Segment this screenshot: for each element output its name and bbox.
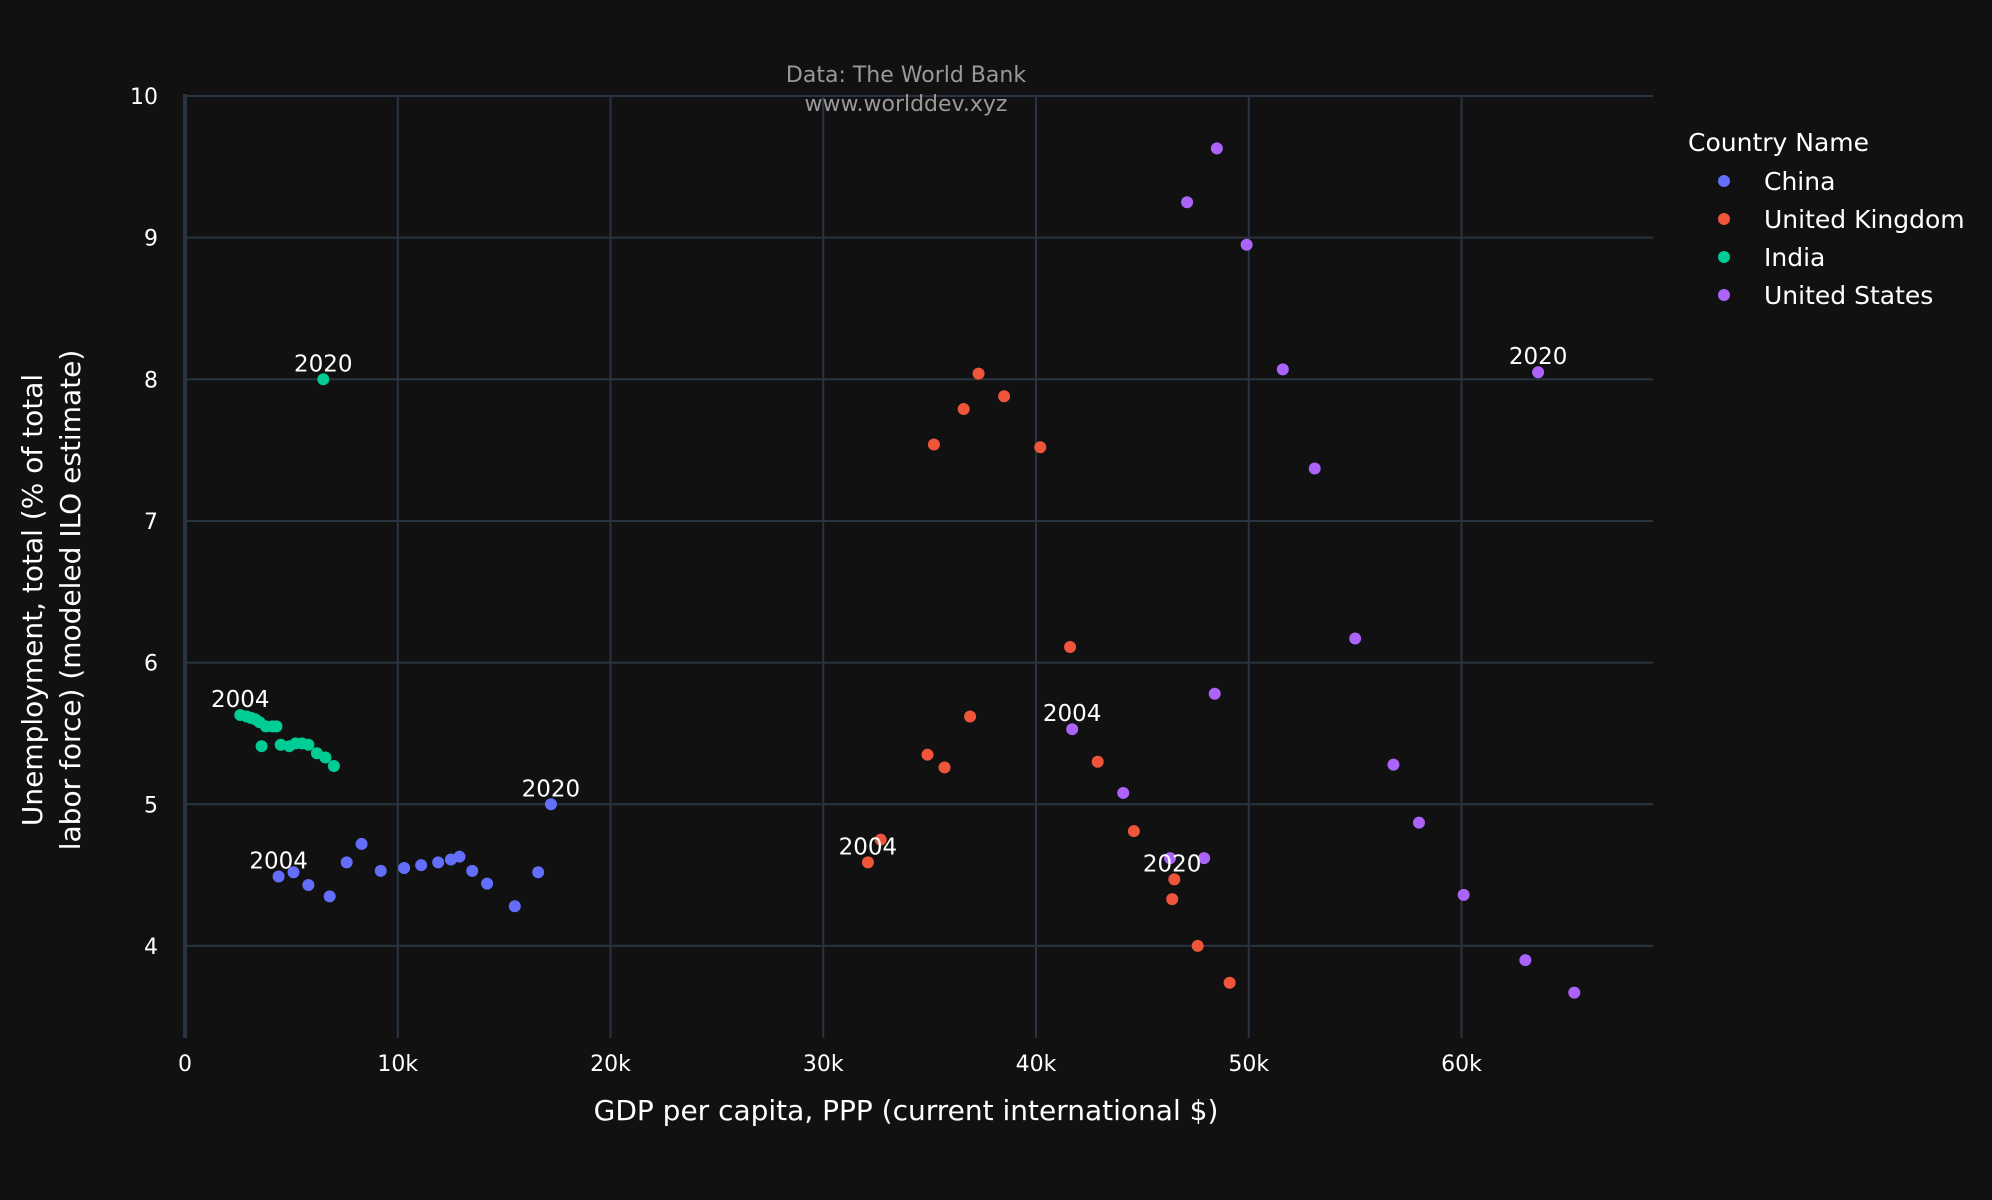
annotations: 2004 2020 2004 2020 2004 2020 2004 2020 — [211, 344, 1567, 877]
data-point — [1387, 758, 1400, 771]
axes: 0 10k 20k 30k 40k 50k 60k 4 5 6 7 8 9 10 — [130, 85, 1482, 1077]
legend-item-label: India — [1764, 243, 1825, 272]
data-point — [1349, 632, 1362, 645]
data-point — [317, 373, 330, 386]
data-points — [234, 142, 1581, 999]
x-tick-label: 50k — [1228, 1052, 1269, 1077]
data-point — [327, 760, 340, 773]
data-point — [1168, 873, 1181, 886]
y-tick-label: 5 — [144, 793, 158, 818]
data-point — [1210, 142, 1223, 155]
data-point — [1457, 888, 1470, 901]
data-point — [481, 877, 494, 890]
data-point — [355, 837, 368, 850]
grid-lines — [183, 94, 1653, 1038]
data-point — [1208, 687, 1221, 700]
data-point — [927, 438, 940, 451]
source-line-2: www.worlddev.xyz — [805, 92, 1008, 117]
x-tick-label: 60k — [1441, 1052, 1482, 1077]
data-point — [1198, 852, 1211, 865]
data-point — [1091, 755, 1104, 768]
data-point — [302, 879, 315, 892]
data-point — [1412, 816, 1425, 829]
year-annotation: 2020 — [294, 351, 353, 377]
data-point — [270, 720, 283, 733]
data-point — [1066, 723, 1079, 736]
data-point — [1064, 641, 1077, 654]
legend-marker — [1718, 251, 1730, 263]
legend-item-label: United Kingdom — [1764, 205, 1965, 234]
data-point — [453, 850, 466, 863]
year-annotation: 2020 — [1509, 344, 1568, 370]
data-point — [374, 864, 387, 877]
data-point — [874, 833, 887, 846]
year-annotation: 2004 — [1043, 701, 1102, 727]
data-point — [1034, 441, 1047, 454]
data-point — [1117, 786, 1130, 799]
data-point — [957, 403, 970, 416]
data-point — [964, 710, 977, 723]
y-axis-title-line-1: Unemployment, total (% of total — [16, 374, 49, 826]
year-annotation: 2020 — [522, 776, 581, 802]
legend: Country Name China United Kingdom India Uni… — [1688, 128, 1965, 310]
y-tick-label: 9 — [144, 227, 158, 252]
data-point — [1308, 462, 1321, 475]
data-point — [302, 738, 315, 751]
data-point — [1223, 976, 1236, 989]
data-point — [508, 900, 521, 913]
data-point — [323, 890, 336, 903]
data-point — [861, 856, 874, 869]
data-point — [1568, 986, 1581, 999]
data-point — [544, 798, 557, 811]
x-tick-label: 20k — [590, 1052, 631, 1077]
x-tick-label: 0 — [178, 1052, 192, 1077]
legend-marker — [1718, 289, 1730, 301]
data-point — [998, 390, 1011, 403]
year-annotation: 2020 — [1143, 851, 1202, 877]
data-point — [272, 870, 285, 883]
data-point — [1191, 939, 1204, 952]
data-point — [319, 751, 332, 764]
data-point — [398, 862, 411, 875]
legend-title: Country Name — [1688, 128, 1869, 157]
legend-item-label: United States — [1764, 281, 1933, 310]
data-point — [255, 740, 268, 753]
y-tick-label: 8 — [144, 368, 158, 393]
data-point — [415, 859, 428, 872]
year-annotation: 2004 — [249, 849, 308, 875]
data-point — [1181, 196, 1194, 209]
y-tick-label: 10 — [130, 85, 158, 110]
data-point — [972, 367, 985, 380]
data-point — [1276, 363, 1289, 376]
data-point — [1127, 825, 1140, 838]
data-point — [532, 866, 545, 879]
y-tick-label: 4 — [144, 935, 158, 960]
data-point — [340, 856, 353, 869]
y-tick-label: 6 — [144, 652, 158, 677]
data-point — [921, 748, 934, 761]
y-axis-title-line-2: labor force) (modeled ILO estimate) — [54, 350, 87, 851]
year-annotation: 2004 — [839, 834, 898, 860]
data-point — [1166, 893, 1179, 906]
data-point — [466, 864, 479, 877]
x-tick-label: 10k — [377, 1052, 418, 1077]
data-point — [1240, 238, 1253, 251]
data-point — [1519, 954, 1532, 967]
year-annotation: 2004 — [211, 687, 270, 713]
x-axis-title: GDP per capita, PPP (current internation… — [594, 1094, 1219, 1127]
legend-marker — [1718, 175, 1730, 187]
source-line-1: Data: The World Bank — [786, 63, 1026, 88]
y-tick-label: 7 — [144, 510, 158, 535]
data-point — [1164, 852, 1177, 865]
legend-marker — [1718, 213, 1730, 225]
data-point — [432, 856, 445, 869]
data-point — [938, 761, 951, 774]
x-tick-label: 40k — [1016, 1052, 1057, 1077]
data-point — [287, 866, 300, 879]
data-point — [1532, 366, 1545, 379]
x-tick-label: 30k — [803, 1052, 844, 1077]
legend-item-label: China — [1764, 167, 1835, 196]
